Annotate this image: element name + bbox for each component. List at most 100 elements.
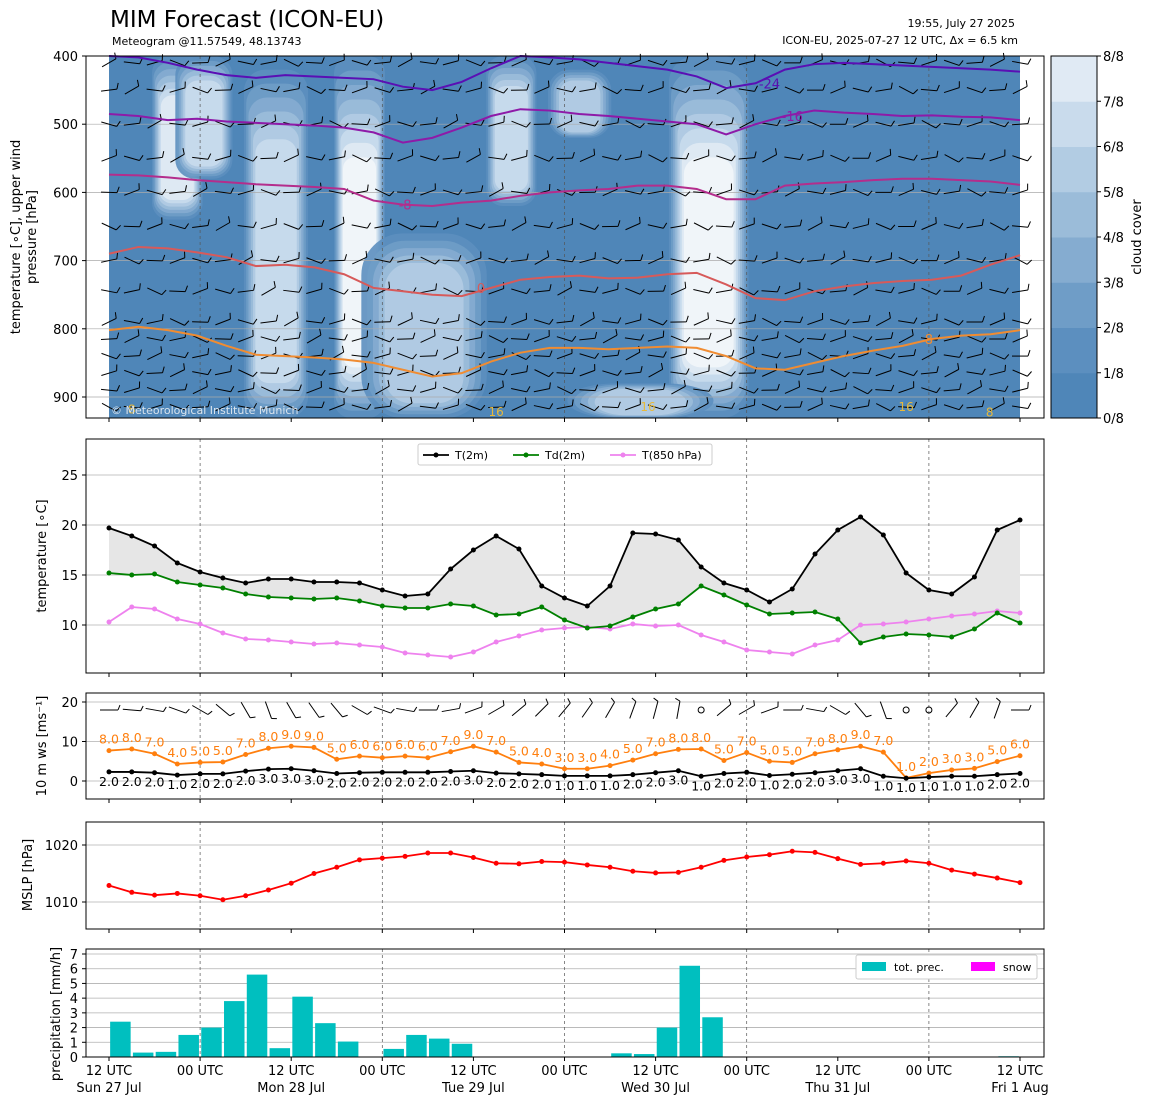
model-run-info: ICON-EU, 2025-07-27 12 UTC, Δx = 6.5 km: [782, 34, 1018, 47]
wind-barb: [215, 216, 231, 231]
data-point: [129, 533, 135, 539]
wind-barb: [784, 369, 804, 376]
wind-barb: [898, 349, 917, 358]
wind-barb: [966, 218, 984, 229]
y-tick-label: 10: [61, 619, 78, 634]
data-label: 3.0: [668, 773, 688, 788]
data-label: 2.0: [213, 776, 233, 791]
wind-barb: [1012, 256, 1032, 265]
wind-barb: [648, 251, 664, 265]
wind-barb: [534, 80, 550, 94]
wind-barb: [442, 151, 461, 160]
wind-barb: [215, 397, 231, 412]
data-point: [288, 639, 294, 645]
data-point: [812, 770, 818, 776]
data-point: [675, 537, 681, 543]
data-point: [357, 770, 363, 776]
wind-barb: [260, 386, 281, 395]
data-point: [653, 623, 659, 629]
wind-barb: [169, 383, 188, 392]
wind-barb: [101, 252, 119, 263]
wind-barb: [146, 217, 163, 230]
wind-barb: [328, 150, 346, 161]
y-axis-label: precipitation [mm/h]: [49, 947, 64, 1081]
wind-barb: [100, 332, 120, 340]
wind-barb: [100, 704, 121, 711]
wind-barb: [260, 86, 280, 93]
colorbar-segment: [1051, 146, 1097, 193]
wind-barb: [123, 349, 142, 357]
wind-barb: [283, 384, 302, 391]
data-point: [402, 753, 408, 759]
wind-barb: [443, 287, 463, 296]
wind-barb: [169, 285, 188, 293]
wind-barb: [921, 313, 938, 325]
wind-barb: [625, 120, 645, 129]
y-tick-label: 15: [61, 569, 78, 584]
wind-barb: [264, 701, 277, 720]
wind-barb: [558, 698, 571, 718]
wind-barb: [944, 154, 964, 163]
wind-barb: [761, 331, 779, 341]
wind-barb: [920, 150, 939, 161]
data-point: [470, 768, 476, 774]
data-point: [470, 603, 476, 609]
wind-barb: [510, 253, 529, 262]
data-point: [971, 611, 977, 617]
data-point: [926, 770, 932, 776]
data-point: [653, 606, 659, 612]
data-point: [880, 749, 886, 755]
wind-barb: [169, 81, 186, 93]
wind-barb: [237, 284, 256, 293]
wind-barb: [420, 155, 440, 162]
wind-barb: [192, 86, 212, 94]
data-point: [721, 770, 727, 776]
wind-barb: [1011, 221, 1031, 228]
wind-barb: [579, 82, 597, 92]
cloud-cell: [494, 86, 528, 192]
wind-barb: [100, 82, 119, 92]
wind-barb: [101, 402, 121, 412]
data-point: [516, 546, 522, 552]
precip-bar: [178, 1034, 199, 1057]
wind-barb: [306, 282, 323, 294]
wind-barb: [693, 332, 712, 340]
data-label: 5.0: [623, 741, 643, 756]
wind-barb: [647, 318, 668, 326]
wind-barb: [852, 218, 870, 229]
wind-barb: [921, 387, 941, 394]
wind-barb: [670, 347, 687, 359]
data-point: [470, 855, 476, 861]
wind-barb: [260, 335, 281, 342]
data-point: [858, 861, 864, 867]
wind-barb: [488, 400, 507, 409]
data-label: 5.0: [509, 743, 529, 758]
data-point: [152, 892, 158, 898]
y-axis-label: MSLP [hPa]: [21, 839, 36, 911]
wind-barb: [328, 313, 346, 325]
wind-barb: [852, 336, 873, 342]
colorbar-tick-label: 0/8: [1103, 412, 1124, 427]
wind-barb: [511, 698, 527, 717]
data-point: [766, 772, 772, 778]
data-label: 9.0: [463, 727, 483, 742]
wind-barb: [647, 81, 664, 94]
wind-barb: [579, 331, 598, 341]
wind-barb: [581, 697, 593, 718]
wind-barb: [328, 365, 347, 375]
wind-barb: [784, 380, 801, 394]
wind-barb: [1012, 329, 1028, 343]
wind-barb: [693, 397, 709, 412]
wind-barb: [716, 155, 736, 162]
data-point: [812, 642, 818, 648]
wind-barb: [101, 120, 121, 127]
wind-barb: [260, 367, 280, 374]
y-tick-label: 800: [53, 323, 78, 338]
data-point: [448, 654, 454, 660]
wind-barb: [647, 222, 668, 229]
wind-barb: [373, 706, 395, 714]
data-point: [516, 771, 522, 777]
wind-barb: [374, 218, 392, 229]
time-axis: 12 UTC Sun 27 Jul 00 UTC 12 UTC Mon 28 Jul 00…: [76, 1057, 1049, 1096]
data-point: [334, 579, 340, 585]
